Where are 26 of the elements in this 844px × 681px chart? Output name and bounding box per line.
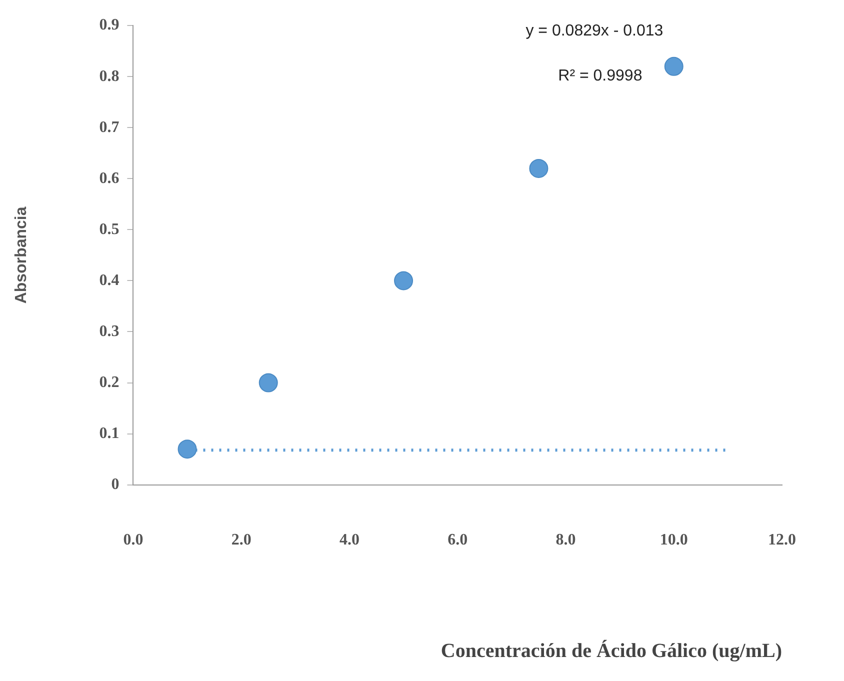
point [258,373,278,392]
y-tick-label: 0.2 [99,374,120,391]
y-tick-label: 0.4 [99,272,120,289]
point [529,158,548,178]
annotation: y = 0.0829x - 0.013 [526,22,664,40]
x-tick-label: 6.0 [448,532,468,549]
y-tick-label: 0.9 [99,16,120,34]
x-tick-label: 4.0 [339,532,360,549]
point [664,56,684,76]
y-tick-label: 0.1 [99,424,120,442]
x-tick-label: 2.0 [231,532,252,549]
y-tick-label: 0.6 [99,170,120,187]
annotation: R² = 0.9998 [558,68,642,85]
y-tick-label: 0.8 [99,68,120,85]
y-tick-label: 0 [111,476,120,493]
x-tick-label: 0.0 [123,532,144,549]
x-tick-label: 12.0 [768,532,796,549]
x-axis-title: Concentración de Ácido Gálico (ug/mL) [440,639,782,662]
y-axis-title: Absorbancia [13,206,30,304]
y-tick-label: 0.7 [99,118,120,136]
x-tick-label: 8.0 [556,532,576,549]
y-tick-label: 0.3 [99,322,120,340]
x-tick-label: 10.0 [660,532,688,549]
y-tick-label: 0.5 [99,220,120,238]
point [178,440,197,459]
point [394,271,414,290]
